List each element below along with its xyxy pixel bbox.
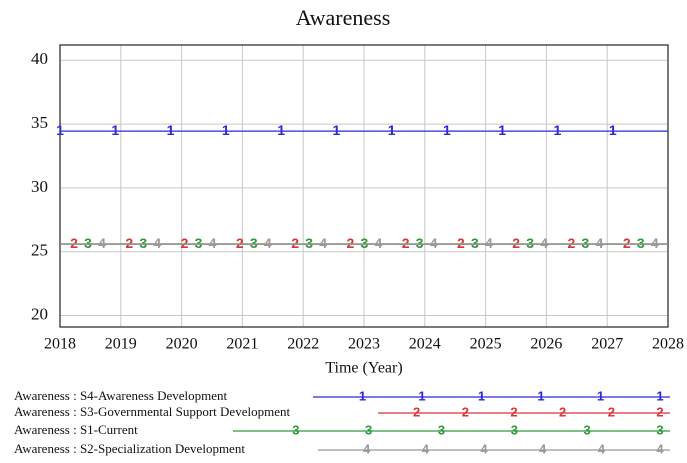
series-marker: 3 [360, 235, 368, 251]
series-marker: 2 [512, 235, 520, 251]
series-marker: 4 [540, 235, 548, 251]
series-marker: 1 [443, 122, 451, 138]
y-tick-label: 20 [31, 304, 48, 323]
y-tick-label: 25 [31, 241, 48, 260]
series-marker: 4 [209, 235, 217, 251]
series-marker: 3 [195, 235, 203, 251]
x-tick-label: 2021 [226, 336, 258, 353]
series-marker: 4 [153, 235, 161, 251]
series-marker: 3 [250, 235, 258, 251]
series-marker: 4 [319, 235, 327, 251]
legend-marker: 3 [656, 422, 663, 437]
legend-marker: 4 [422, 441, 430, 456]
legend-marker: 1 [597, 388, 604, 403]
x-tick-label: 2024 [409, 336, 441, 353]
series-marker: 3 [582, 235, 590, 251]
series-marker: 1 [167, 122, 175, 138]
x-tick-label: 2028 [652, 336, 684, 353]
legend-marker: 4 [480, 441, 488, 456]
series-marker: 3 [471, 235, 479, 251]
series-marker: 2 [568, 235, 576, 251]
x-tick-label: 2018 [44, 336, 76, 353]
series-marker: 2 [181, 235, 189, 251]
series-marker: 1 [111, 122, 119, 138]
legend-marker: 4 [363, 441, 371, 456]
series-marker: 1 [388, 122, 396, 138]
legend-marker: 2 [559, 404, 566, 419]
series-marker: 1 [609, 122, 617, 138]
series-marker: 2 [236, 235, 244, 251]
series-marker: 3 [139, 235, 147, 251]
series-marker: 3 [637, 235, 645, 251]
legend-marker: 1 [537, 388, 544, 403]
y-tick-label: 35 [31, 113, 48, 132]
series-marker: 3 [416, 235, 424, 251]
series-marker: 4 [430, 235, 438, 251]
legend-label: Awareness : S4-Awareness Development [14, 388, 228, 403]
legend-marker: 1 [656, 388, 663, 403]
series-marker: 2 [402, 235, 410, 251]
series-marker: 1 [56, 122, 64, 138]
chart-title: Awareness [296, 5, 391, 30]
series-marker: 4 [98, 235, 106, 251]
series-marker: 3 [305, 235, 313, 251]
x-axis-label: Time (Year) [325, 360, 402, 377]
legend-marker: 2 [608, 404, 615, 419]
series-marker: 1 [277, 122, 285, 138]
x-tick-label: 2023 [348, 336, 380, 353]
x-tick-label: 2025 [470, 336, 502, 353]
legend-marker: 2 [656, 404, 663, 419]
series-marker: 1 [222, 122, 230, 138]
plot-frame [59, 44, 669, 328]
legend-marker: 4 [539, 441, 547, 456]
legend-marker: 3 [292, 422, 299, 437]
legend-marker: 3 [584, 422, 591, 437]
series-marker: 4 [485, 235, 493, 251]
legend-marker: 1 [359, 388, 366, 403]
series-marker: 4 [596, 235, 604, 251]
x-tick-label: 2022 [287, 336, 319, 353]
y-tick-label: 40 [31, 49, 48, 68]
series-marker: 1 [554, 122, 562, 138]
series-marker: 4 [374, 235, 382, 251]
series-marker: 2 [457, 235, 465, 251]
series-marker: 1 [332, 122, 340, 138]
x-tick-label: 2019 [105, 336, 137, 353]
legend-marker: 4 [656, 441, 664, 456]
series-marker: 2 [623, 235, 631, 251]
legend-marker: 2 [510, 404, 517, 419]
series-marker: 2 [125, 235, 133, 251]
legend-label: Awareness : S2-Specialization Developmen… [14, 441, 245, 456]
legend-label: Awareness : S1-Current [14, 422, 138, 437]
series-marker: 4 [264, 235, 272, 251]
legend-marker: 3 [438, 422, 445, 437]
legend-label: Awareness : S3-Governmental Support Deve… [14, 404, 290, 419]
series-marker: 3 [526, 235, 534, 251]
y-tick-label: 30 [31, 177, 48, 196]
series-marker: 3 [84, 235, 92, 251]
x-tick-label: 2026 [530, 336, 562, 353]
legend-marker: 3 [365, 422, 372, 437]
legend-marker: 4 [598, 441, 606, 456]
legend-marker: 1 [418, 388, 425, 403]
series-marker: 4 [651, 235, 659, 251]
legend-marker: 2 [462, 404, 469, 419]
legend-marker: 3 [511, 422, 518, 437]
x-tick-label: 2027 [591, 336, 623, 353]
series-marker: 2 [70, 235, 78, 251]
legend-marker: 2 [413, 404, 420, 419]
series-marker: 2 [291, 235, 299, 251]
x-tick-label: 2020 [166, 336, 198, 353]
series-marker: 2 [346, 235, 354, 251]
legend-marker: 1 [478, 388, 485, 403]
series-marker: 1 [498, 122, 506, 138]
